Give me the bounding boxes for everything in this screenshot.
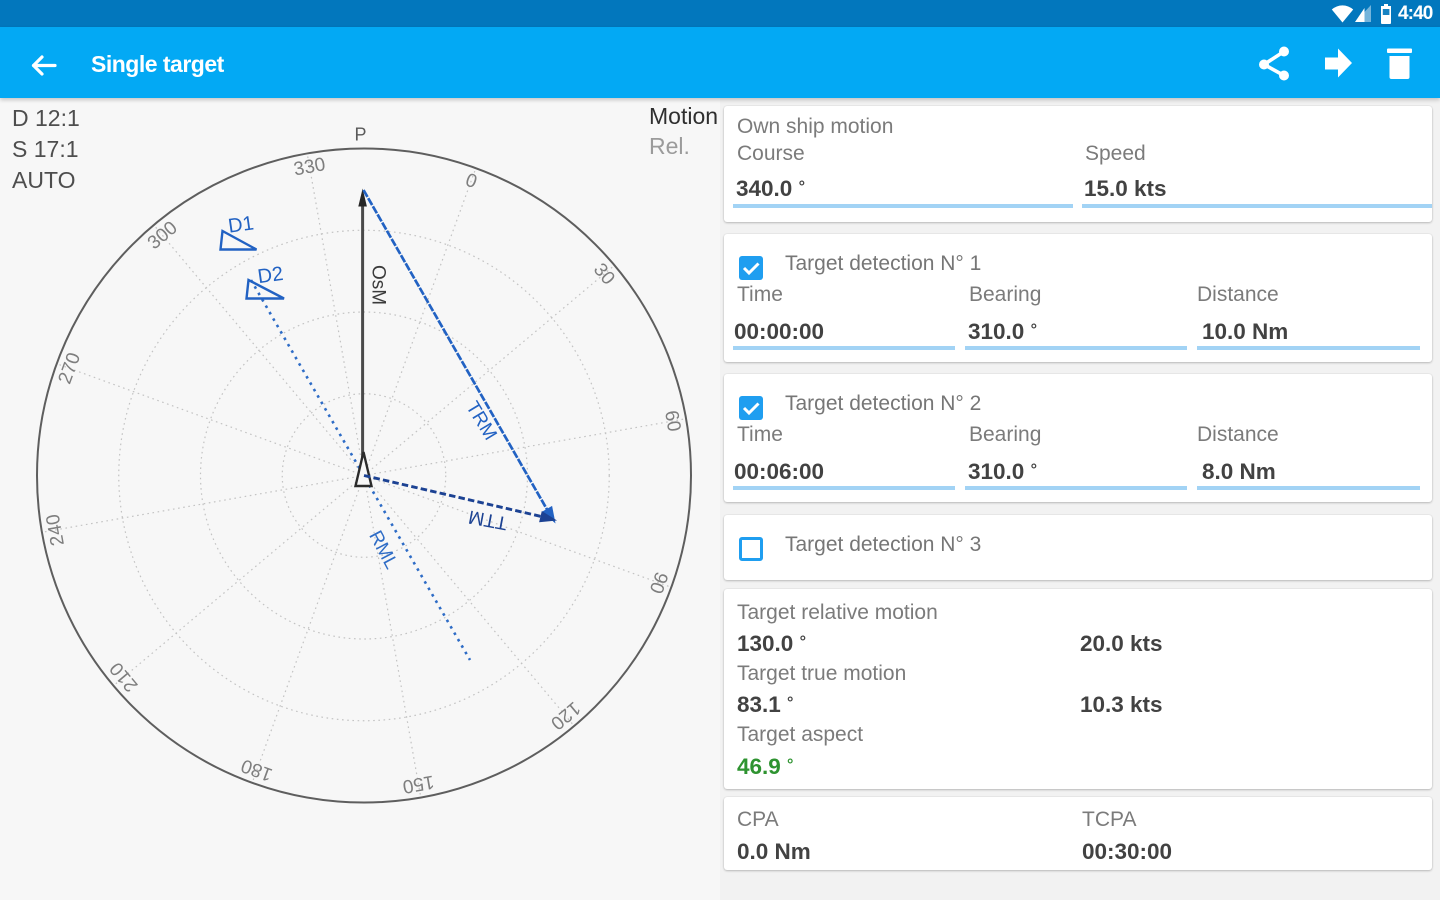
svg-text:210: 210	[106, 658, 142, 696]
svg-text:240: 240	[43, 512, 69, 547]
svg-text:150: 150	[401, 771, 436, 797]
svg-text:0: 0	[463, 170, 480, 193]
svg-text:60: 60	[660, 409, 684, 433]
svg-text:OsM: OsM	[368, 265, 389, 305]
svg-text:TTM: TTM	[467, 506, 509, 534]
svg-text:D1: D1	[227, 212, 255, 237]
svg-text:P: P	[354, 125, 366, 145]
svg-text:120: 120	[546, 697, 584, 733]
svg-text:330: 330	[292, 154, 327, 180]
svg-text:D2: D2	[256, 263, 284, 288]
svg-text:300: 300	[144, 217, 182, 253]
svg-text:90: 90	[645, 569, 672, 596]
svg-text:RML: RML	[364, 527, 401, 572]
